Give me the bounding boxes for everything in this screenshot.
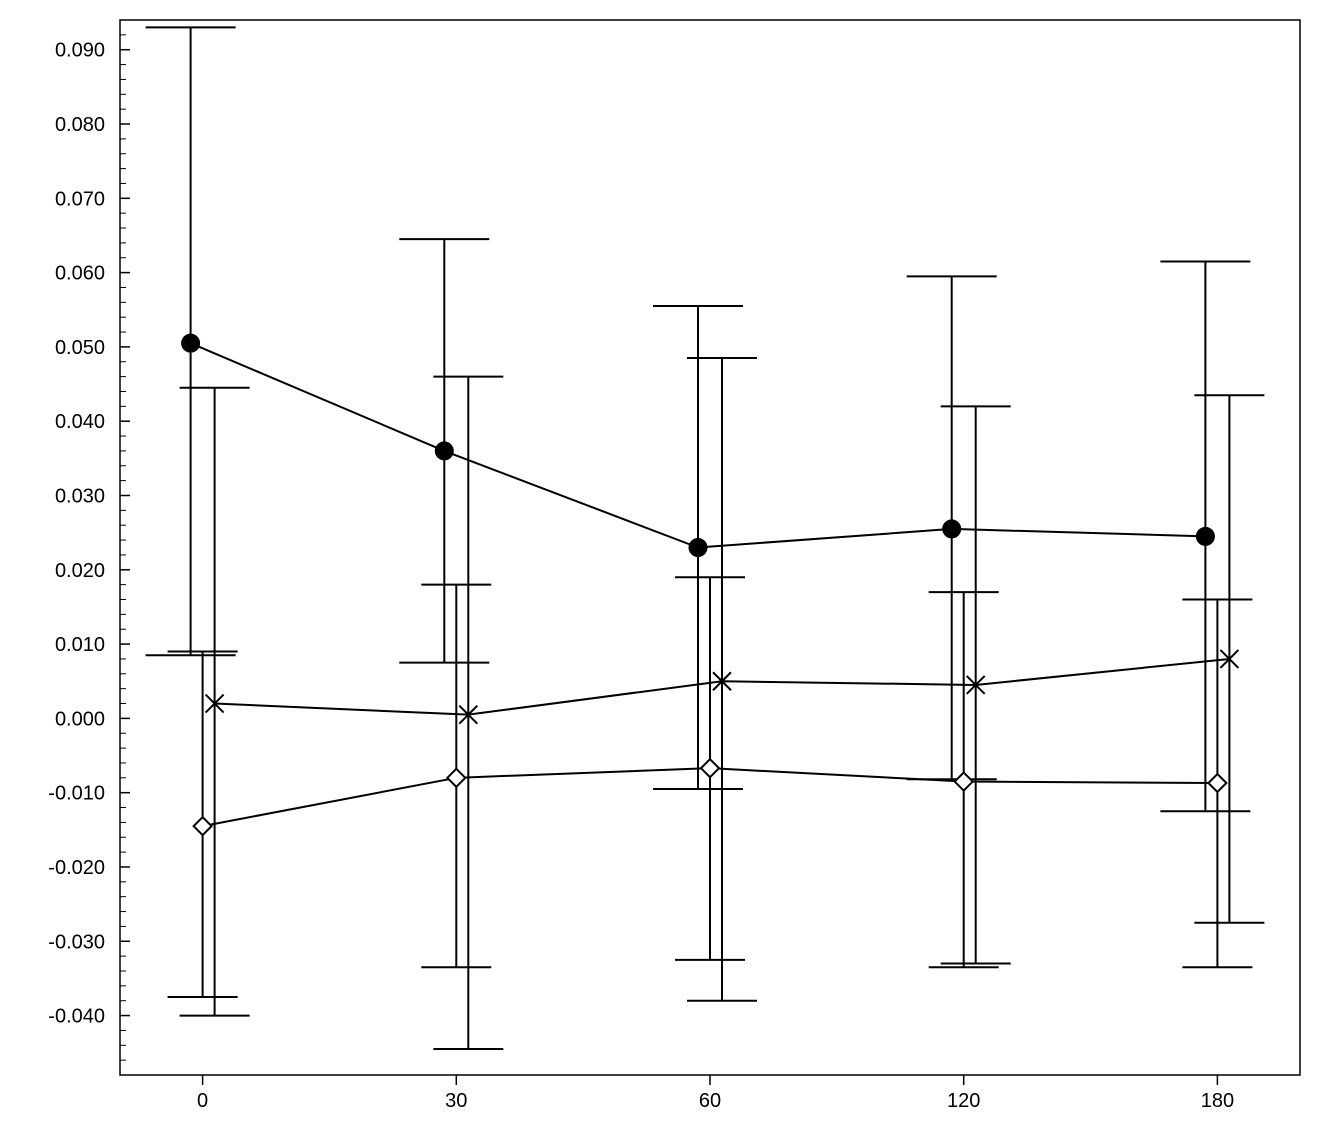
y-tick-label: 0.020 bbox=[55, 560, 105, 582]
chart-container: -0.040 -0.030 -0.020 -0.010 0.000 0.010 0.020 0… bbox=[0, 0, 1324, 1125]
y-tick-label: -0.040 bbox=[48, 1006, 105, 1028]
x-tick-label: 180 bbox=[1201, 1090, 1234, 1112]
x-tick-label: 60 bbox=[699, 1090, 721, 1112]
y-tick-label: 0.030 bbox=[55, 485, 105, 507]
y-tick-label: -0.010 bbox=[48, 783, 105, 805]
y-tick-label: 0.050 bbox=[55, 337, 105, 359]
y-tick-label: 0.040 bbox=[55, 411, 105, 433]
y-tick-label: 0.080 bbox=[55, 114, 105, 136]
x-tick-label: 120 bbox=[947, 1090, 980, 1112]
y-tick-label: 0.060 bbox=[55, 263, 105, 285]
x-tick-label: 0 bbox=[197, 1090, 208, 1112]
y-tick-label: 0.090 bbox=[55, 40, 105, 62]
y-tick-label: 0.070 bbox=[55, 188, 105, 210]
x-tick-label: 30 bbox=[445, 1090, 467, 1112]
y-tick-label: -0.030 bbox=[48, 931, 105, 953]
y-tick-label: -0.020 bbox=[48, 857, 105, 879]
y-tick-label: 0.010 bbox=[55, 634, 105, 656]
y-tick-label: 0.000 bbox=[55, 708, 105, 730]
errorbar-chart: -0.040 -0.030 -0.020 -0.010 0.000 0.010 0.020 0… bbox=[0, 0, 1324, 1125]
